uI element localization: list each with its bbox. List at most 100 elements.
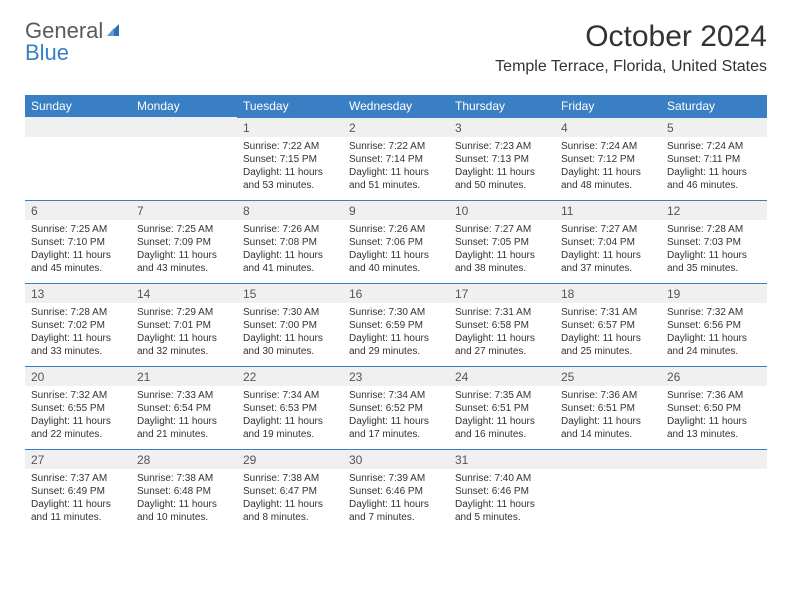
title-block: October 2024 Temple Terrace, Florida, Un… [495,20,767,76]
sunrise-text: Sunrise: 7:25 AM [137,223,231,236]
day-number: 24 [449,366,555,386]
day-content: Sunrise: 7:22 AMSunset: 7:15 PMDaylight:… [237,137,343,200]
content-row: Sunrise: 7:25 AMSunset: 7:10 PMDaylight:… [25,220,767,283]
day-number: 10 [449,200,555,220]
sunrise-text: Sunrise: 7:31 AM [561,306,655,319]
daylight-text: Daylight: 11 hours and 40 minutes. [349,249,443,275]
day-content: Sunrise: 7:31 AMSunset: 6:58 PMDaylight:… [449,303,555,366]
daylight-text: Daylight: 11 hours and 27 minutes. [455,332,549,358]
day-content: Sunrise: 7:24 AMSunset: 7:11 PMDaylight:… [661,137,767,200]
day-content: Sunrise: 7:30 AMSunset: 6:59 PMDaylight:… [343,303,449,366]
day-header-sun: Sunday [25,95,131,117]
day-number: 9 [343,200,449,220]
sunset-text: Sunset: 6:54 PM [137,402,231,415]
daylight-text: Daylight: 11 hours and 43 minutes. [137,249,231,275]
daylight-text: Daylight: 11 hours and 29 minutes. [349,332,443,358]
daylight-text: Daylight: 11 hours and 17 minutes. [349,415,443,441]
daylight-text: Daylight: 11 hours and 38 minutes. [455,249,549,275]
content-row: Sunrise: 7:28 AMSunset: 7:02 PMDaylight:… [25,303,767,366]
sunset-text: Sunset: 7:05 PM [455,236,549,249]
sunset-text: Sunset: 6:53 PM [243,402,337,415]
day-number: 18 [555,283,661,303]
sunset-text: Sunset: 7:02 PM [31,319,125,332]
sunset-text: Sunset: 7:13 PM [455,153,549,166]
sunset-text: Sunset: 6:51 PM [455,402,549,415]
day-number: 4 [555,117,661,137]
sunset-text: Sunset: 6:48 PM [137,485,231,498]
daynum-row: 6789101112 [25,200,767,220]
day-header-sat: Saturday [661,95,767,117]
day-number: 22 [237,366,343,386]
day-number: 13 [25,283,131,303]
sunrise-text: Sunrise: 7:32 AM [31,389,125,402]
day-header-fri: Friday [555,95,661,117]
daylight-text: Daylight: 11 hours and 10 minutes. [137,498,231,524]
daylight-text: Daylight: 11 hours and 8 minutes. [243,498,337,524]
day-content: Sunrise: 7:33 AMSunset: 6:54 PMDaylight:… [131,386,237,449]
daylight-text: Daylight: 11 hours and 50 minutes. [455,166,549,192]
day-number: 16 [343,283,449,303]
sunset-text: Sunset: 7:00 PM [243,319,337,332]
day-number: 29 [237,449,343,469]
daylight-text: Daylight: 11 hours and 51 minutes. [349,166,443,192]
sunset-text: Sunset: 6:49 PM [31,485,125,498]
day-number: 31 [449,449,555,469]
daynum-row: 2728293031 [25,449,767,469]
day-content: Sunrise: 7:40 AMSunset: 6:46 PMDaylight:… [449,469,555,532]
day-number [25,117,131,137]
day-number: 19 [661,283,767,303]
sunset-text: Sunset: 7:04 PM [561,236,655,249]
sunset-text: Sunset: 6:57 PM [561,319,655,332]
day-content: Sunrise: 7:32 AMSunset: 6:56 PMDaylight:… [661,303,767,366]
logo: General Blue [25,20,123,64]
day-content: Sunrise: 7:38 AMSunset: 6:48 PMDaylight:… [131,469,237,532]
sunrise-text: Sunrise: 7:37 AM [31,472,125,485]
day-header-thu: Thursday [449,95,555,117]
sunrise-text: Sunrise: 7:38 AM [137,472,231,485]
day-content [131,137,237,200]
day-content [555,469,661,532]
daylight-text: Daylight: 11 hours and 14 minutes. [561,415,655,441]
day-number [555,449,661,469]
day-content: Sunrise: 7:28 AMSunset: 7:03 PMDaylight:… [661,220,767,283]
day-number: 20 [25,366,131,386]
daylight-text: Daylight: 11 hours and 33 minutes. [31,332,125,358]
day-content: Sunrise: 7:30 AMSunset: 7:00 PMDaylight:… [237,303,343,366]
sunset-text: Sunset: 7:14 PM [349,153,443,166]
content-row: Sunrise: 7:22 AMSunset: 7:15 PMDaylight:… [25,137,767,200]
day-header-wed: Wednesday [343,95,449,117]
sunset-text: Sunset: 6:58 PM [455,319,549,332]
daylight-text: Daylight: 11 hours and 32 minutes. [137,332,231,358]
sunset-text: Sunset: 6:51 PM [561,402,655,415]
day-content: Sunrise: 7:24 AMSunset: 7:12 PMDaylight:… [555,137,661,200]
day-number: 1 [237,117,343,137]
day-content: Sunrise: 7:27 AMSunset: 7:05 PMDaylight:… [449,220,555,283]
day-content: Sunrise: 7:35 AMSunset: 6:51 PMDaylight:… [449,386,555,449]
sunset-text: Sunset: 6:47 PM [243,485,337,498]
sunrise-text: Sunrise: 7:39 AM [349,472,443,485]
sunrise-text: Sunrise: 7:28 AM [667,223,761,236]
day-header-tue: Tuesday [237,95,343,117]
day-number: 3 [449,117,555,137]
day-number: 23 [343,366,449,386]
day-number: 5 [661,117,767,137]
day-content: Sunrise: 7:29 AMSunset: 7:01 PMDaylight:… [131,303,237,366]
daylight-text: Daylight: 11 hours and 46 minutes. [667,166,761,192]
day-number: 6 [25,200,131,220]
daylight-text: Daylight: 11 hours and 21 minutes. [137,415,231,441]
sunset-text: Sunset: 7:10 PM [31,236,125,249]
day-number: 11 [555,200,661,220]
day-number [661,449,767,469]
sunrise-text: Sunrise: 7:25 AM [31,223,125,236]
content-row: Sunrise: 7:37 AMSunset: 6:49 PM Daylight:… [25,469,767,532]
sunset-text: Sunset: 6:56 PM [667,319,761,332]
sunrise-text: Sunrise: 7:31 AM [455,306,549,319]
sunset-text: Sunset: 6:52 PM [349,402,443,415]
day-content: Sunrise: 7:34 AMSunset: 6:52 PMDaylight:… [343,386,449,449]
content-row: Sunrise: 7:32 AMSunset: 6:55 PMDaylight:… [25,386,767,449]
sunset-text: Sunset: 6:50 PM [667,402,761,415]
daynum-row: 20212223242526 [25,366,767,386]
sunrise-text: Sunrise: 7:40 AM [455,472,549,485]
sunset-text: Sunset: 7:11 PM [667,153,761,166]
logo-text: General Blue [25,20,123,64]
